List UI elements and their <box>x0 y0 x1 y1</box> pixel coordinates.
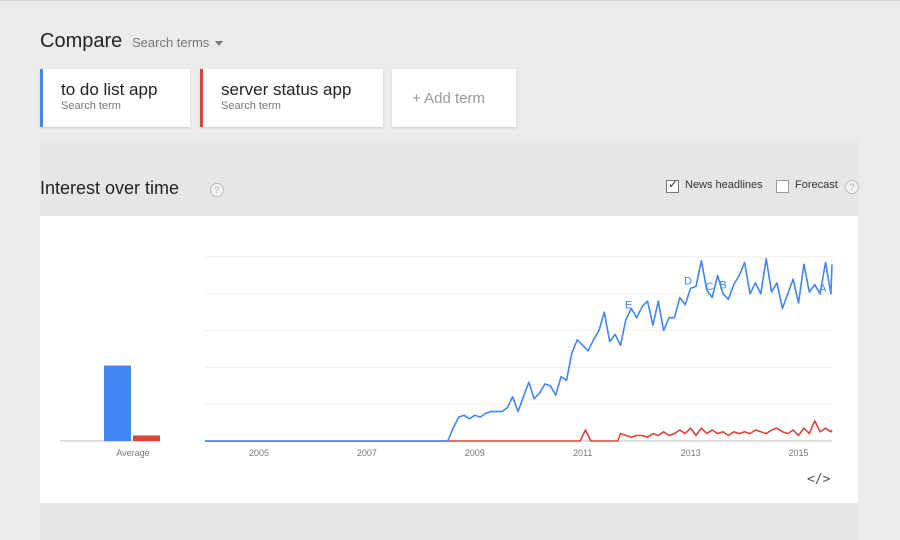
news-annotation-d: D <box>684 276 692 288</box>
term-name: server status app <box>221 80 352 99</box>
series-line-2 <box>205 420 833 442</box>
news-annotation-c: C <box>706 281 714 293</box>
search-term-card-to-do-list-app[interactable]: to do list app Search term <box>40 69 190 127</box>
interest-chart: Average 2005 2007 2009 2011 2013 2015 E D C B A <box>60 256 833 458</box>
top-divider <box>0 0 900 1</box>
caret-down-icon <box>215 41 224 47</box>
x-tick-label: 2011 <box>573 448 592 458</box>
search-term-card-server-status-app[interactable]: server status app Search term <box>200 69 383 127</box>
add-term-button[interactable]: + Add term <box>392 69 516 127</box>
checkmark-icon: ✓ <box>668 177 679 191</box>
x-tick-label: 2007 <box>357 448 377 458</box>
search-terms-label: Search terms <box>132 35 210 50</box>
help-icon[interactable]: ? <box>210 183 224 197</box>
average-bar-2 <box>133 435 160 441</box>
forecast-checkbox[interactable] <box>776 180 789 193</box>
term-name: to do list app <box>61 80 158 99</box>
page-title: Compare <box>40 30 123 52</box>
help-icon[interactable]: ? <box>845 180 859 194</box>
term-sublabel: Search term <box>221 100 281 112</box>
news-headlines-checkbox[interactable]: ✓ <box>666 177 679 193</box>
series-line-1 <box>205 258 833 442</box>
search-terms-dropdown[interactable]: Search terms <box>132 35 224 50</box>
x-tick-label: 2005 <box>249 448 269 458</box>
average-bar-1 <box>104 365 131 441</box>
news-annotation-e: E <box>625 300 632 312</box>
term-sublabel: Search term <box>61 100 121 112</box>
forecast-label: Forecast <box>795 179 838 191</box>
section-title: Interest over time <box>40 178 180 198</box>
x-tick-label: 2015 <box>789 448 809 458</box>
chart-panel: Average 2005 2007 2009 2011 2013 2015 E D C B A </> <box>40 216 858 503</box>
embed-code-icon[interactable]: </> <box>807 472 831 487</box>
x-tick-label: 2013 <box>681 448 701 458</box>
news-annotation-a: A <box>819 283 827 295</box>
news-headlines-label: News headlines <box>685 179 763 191</box>
interest-over-time-section: Interest over time ? ✓ News headlines Fo… <box>40 140 859 540</box>
x-tick-label: 2009 <box>465 448 485 458</box>
news-annotation-b: B <box>719 279 726 291</box>
average-label: Average <box>116 448 149 458</box>
add-term-label: + Add term <box>412 90 485 107</box>
